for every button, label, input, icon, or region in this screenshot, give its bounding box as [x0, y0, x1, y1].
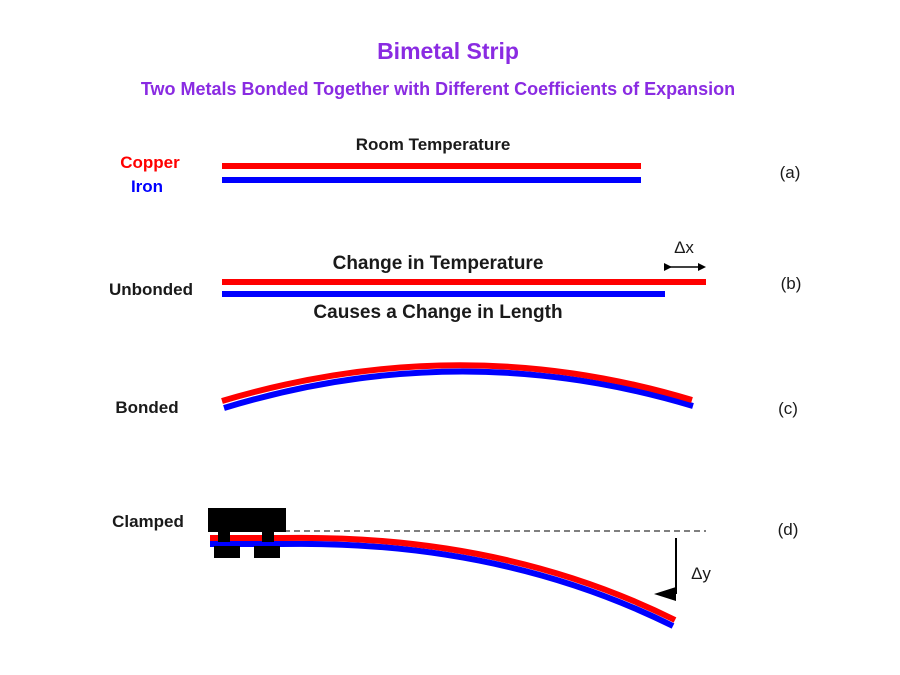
clamped-label: Clamped: [112, 512, 184, 531]
panel-b-caption: Causes a Change in Length: [313, 302, 562, 323]
copper-label: Copper: [120, 153, 180, 172]
iron-strip-c: [223, 368, 694, 411]
clamp-block: [208, 508, 286, 558]
panel-a-tag: (a): [780, 163, 801, 182]
copper-strip-b: [222, 279, 706, 285]
diagram-title: Bimetal Strip: [377, 38, 519, 64]
panel-c-tag: (c): [778, 399, 798, 418]
panel-d-tag: (d): [778, 520, 799, 539]
panel-c: Bonded (c): [115, 362, 798, 418]
panel-d: Clamped Δy (d): [112, 508, 799, 629]
panel-a-heading: Room Temperature: [356, 135, 511, 154]
iron-strip-b: [222, 291, 665, 297]
iron-strip-a: [222, 177, 641, 183]
panel-b-heading: Change in Temperature: [333, 253, 544, 274]
copper-strip-d: [210, 534, 677, 623]
delta-x-label: Δx: [674, 238, 694, 257]
bonded-label: Bonded: [115, 398, 178, 417]
panel-b-tag: (b): [781, 274, 802, 293]
delta-y-label: Δy: [691, 564, 711, 583]
diagram-subtitle: Two Metals Bonded Together with Differen…: [141, 79, 735, 99]
copper-strip-c: [221, 362, 693, 404]
copper-strip-a: [222, 163, 641, 169]
iron-label: Iron: [131, 177, 163, 196]
iron-strip-d: [210, 540, 675, 629]
panel-b: Δx Change in Temperature Unbonded Causes…: [109, 238, 801, 323]
unbonded-label: Unbonded: [109, 280, 193, 299]
panel-a: Room Temperature Copper Iron (a): [120, 135, 800, 196]
